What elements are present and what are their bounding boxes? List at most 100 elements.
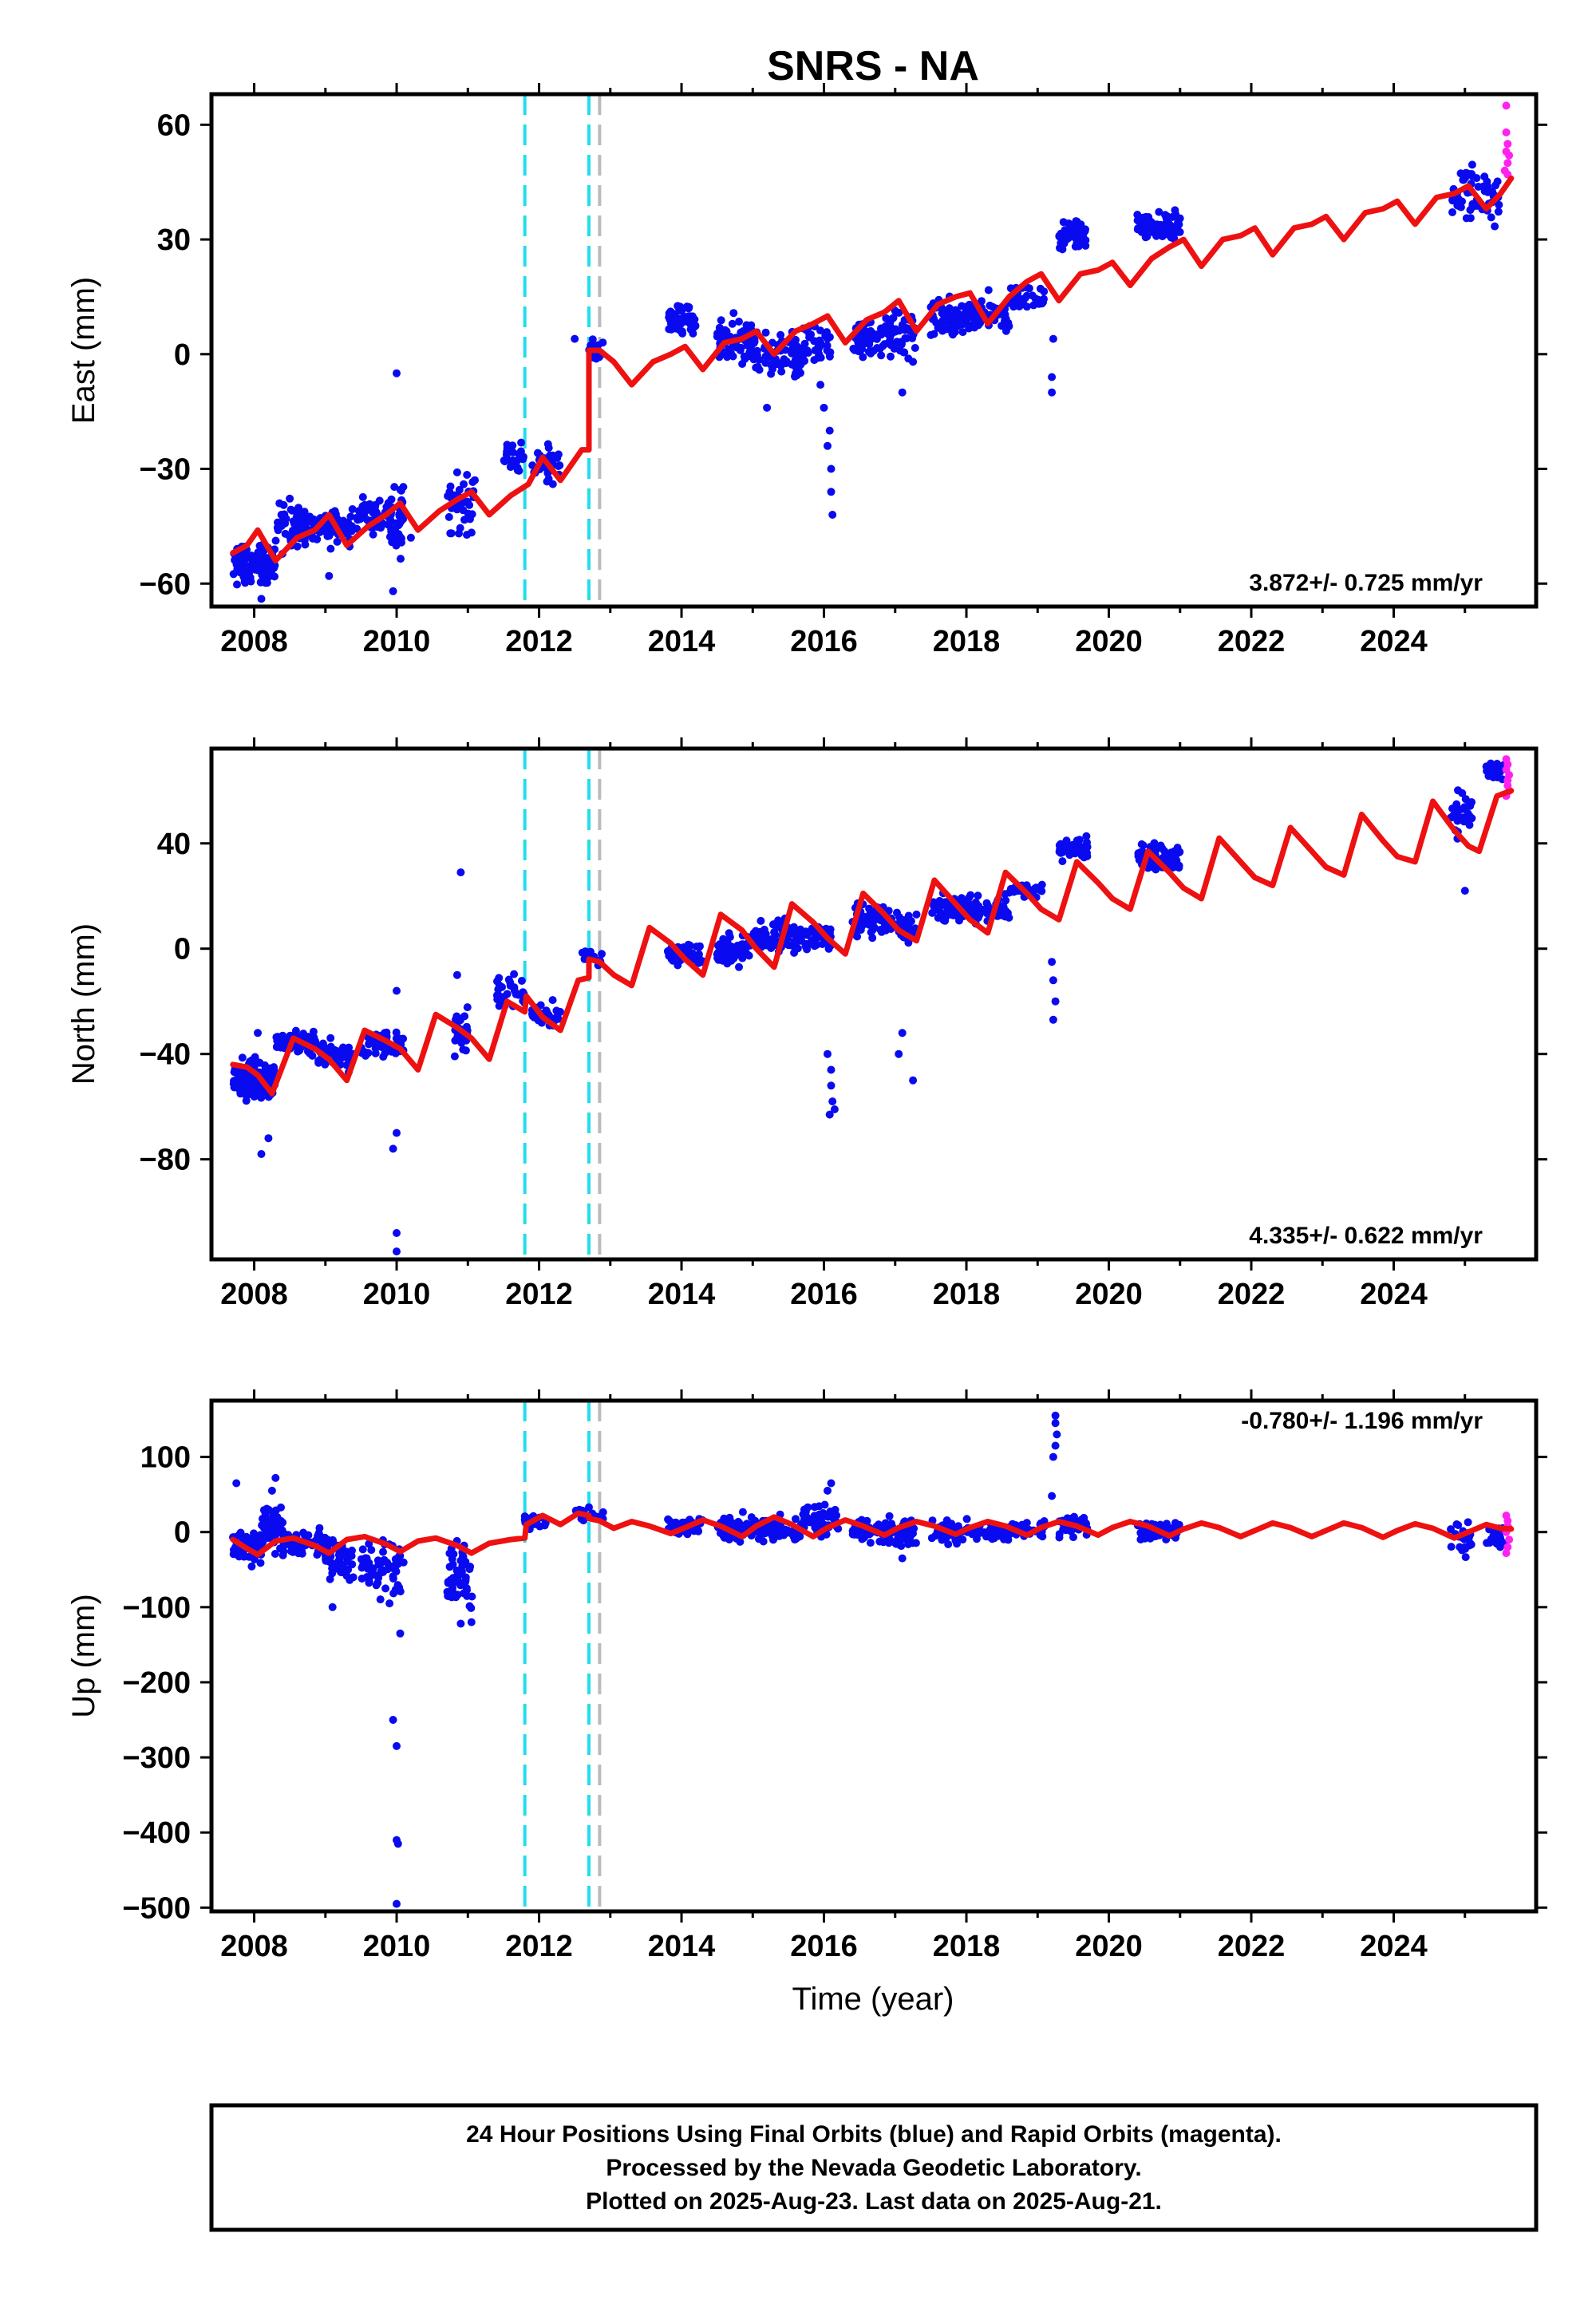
final-point (872, 912, 881, 921)
final-point (757, 916, 765, 925)
final-point (533, 449, 542, 457)
final-point (738, 1508, 747, 1516)
y-tick-label: 0 (174, 338, 191, 372)
x-tick-label: 2008 (220, 625, 288, 658)
final-point (272, 1512, 281, 1521)
final-point (495, 1002, 504, 1010)
final-point (1497, 1537, 1506, 1546)
final-point (1487, 213, 1495, 222)
final-point (694, 958, 703, 967)
final-point (390, 524, 399, 533)
final-point (904, 1528, 913, 1537)
final-point (855, 340, 864, 349)
final-point (455, 485, 464, 494)
final-point (548, 996, 557, 1005)
final-point (372, 508, 381, 516)
final-point (747, 346, 756, 355)
final-point (452, 468, 461, 476)
final-point (326, 544, 335, 553)
x-ticks (253, 737, 1467, 1271)
final-point (727, 948, 736, 957)
final-point (728, 319, 737, 328)
rapid-orbit-points (1500, 101, 1514, 179)
final-point (990, 1528, 999, 1536)
final-point (1049, 976, 1057, 985)
y-ticks (200, 123, 1547, 585)
final-point (512, 990, 520, 998)
y-tick-label: −40 (140, 1038, 191, 1072)
final-point (905, 1534, 914, 1543)
final-point (1491, 1532, 1499, 1541)
final-point (495, 974, 504, 982)
final-point (866, 1539, 875, 1547)
final-point (358, 1575, 366, 1583)
final-point (552, 1006, 561, 1015)
y-tick-label: −400 (122, 1816, 191, 1850)
final-point (468, 510, 476, 519)
final-point (286, 505, 295, 514)
final-point (714, 948, 723, 957)
final-point (241, 561, 250, 570)
final-point (1447, 1543, 1456, 1551)
velocity-rate-label: 3.872+/- 0.725 mm/yr (1249, 570, 1483, 596)
final-point (325, 571, 334, 580)
final-point (1480, 172, 1489, 181)
final-point (803, 346, 812, 355)
final-point (899, 919, 907, 928)
final-point (1495, 200, 1503, 209)
final-point (793, 944, 802, 953)
final-point (229, 570, 238, 579)
final-point (389, 1144, 397, 1153)
final-point (323, 1535, 332, 1544)
final-point (909, 358, 918, 366)
final-point (1048, 388, 1057, 397)
final-point (264, 1134, 273, 1143)
final-point (1163, 218, 1171, 227)
final-point (326, 1034, 335, 1042)
final-point (803, 1514, 812, 1523)
final-point (457, 1567, 466, 1576)
final-point (735, 962, 743, 971)
final-point (279, 1547, 288, 1556)
final-point (247, 1562, 256, 1571)
final-point (460, 1581, 468, 1590)
final-point (260, 1061, 269, 1069)
final-point (1025, 284, 1033, 293)
final-point (931, 1531, 940, 1540)
final-point (911, 344, 919, 352)
final-point (978, 297, 986, 306)
final-point (1466, 206, 1475, 215)
final-point (393, 1741, 401, 1750)
final-point (860, 916, 869, 924)
final-point (1468, 160, 1476, 169)
final-point (903, 334, 911, 342)
final-point (1073, 239, 1081, 248)
final-point (460, 1589, 468, 1598)
final-point (1496, 1543, 1504, 1551)
final-point (266, 1073, 275, 1082)
final-point (457, 1038, 466, 1047)
final-point (715, 323, 724, 332)
final-point (467, 1603, 476, 1612)
final-point (1069, 1533, 1077, 1542)
final-point (1152, 220, 1160, 229)
final-point (389, 1575, 397, 1583)
final-point (872, 330, 881, 339)
final-point (1168, 864, 1177, 872)
final-point (824, 441, 832, 450)
final-point (758, 1525, 767, 1534)
final-point (395, 510, 404, 519)
final-point (503, 990, 512, 998)
final-point (459, 1045, 468, 1054)
final-point (466, 1563, 475, 1571)
x-tick-label: 2012 (505, 625, 573, 658)
final-point (246, 1057, 255, 1066)
final-point (257, 1093, 266, 1102)
final-point (887, 352, 895, 361)
final-point (966, 308, 974, 317)
final-point (306, 512, 314, 521)
final-point (510, 970, 519, 978)
final-point (951, 306, 960, 314)
